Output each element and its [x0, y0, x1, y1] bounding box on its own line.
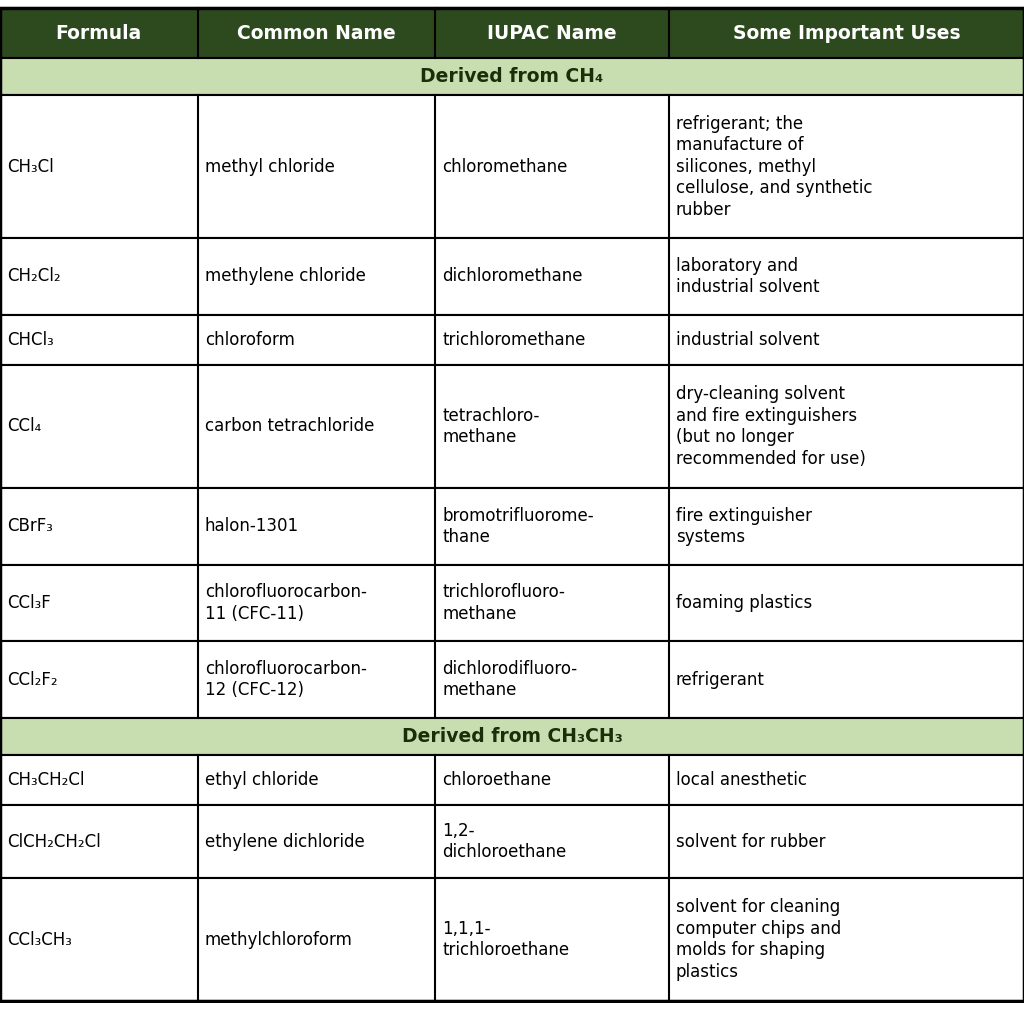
Text: ethylene dichloride: ethylene dichloride — [205, 832, 365, 851]
Bar — [0, 878, 1024, 1001]
Text: 1,1,1-
trichloroethane: 1,1,1- trichloroethane — [442, 920, 569, 960]
Bar — [0, 718, 1024, 755]
Text: solvent for cleaning
computer chips and
molds for shaping
plastics: solvent for cleaning computer chips and … — [676, 898, 841, 981]
Text: trichlorofluoro-
methane: trichlorofluoro- methane — [442, 583, 565, 623]
Text: bromotrifluorome-
thane: bromotrifluorome- thane — [442, 507, 594, 546]
Text: industrial solvent: industrial solvent — [676, 331, 819, 349]
Bar — [0, 238, 1024, 315]
Text: dichloromethane: dichloromethane — [442, 267, 583, 286]
Text: refrigerant: refrigerant — [676, 671, 765, 689]
Text: 1,2-
dichloroethane: 1,2- dichloroethane — [442, 822, 566, 862]
Text: laboratory and
industrial solvent: laboratory and industrial solvent — [676, 256, 819, 297]
Bar — [0, 755, 1024, 805]
Text: fire extinguisher
systems: fire extinguisher systems — [676, 507, 812, 546]
Text: IUPAC Name: IUPAC Name — [487, 23, 616, 42]
Text: methylchloroform: methylchloroform — [205, 930, 352, 948]
Text: ClCH₂CH₂Cl: ClCH₂CH₂Cl — [7, 832, 100, 851]
Text: tetrachloro-
methane: tetrachloro- methane — [442, 407, 540, 446]
Text: chloroethane: chloroethane — [442, 771, 551, 789]
Text: chlorofluorocarbon-
11 (CFC-11): chlorofluorocarbon- 11 (CFC-11) — [205, 583, 367, 623]
Text: Derived from CH₃CH₃: Derived from CH₃CH₃ — [401, 727, 623, 746]
Text: Common Name: Common Name — [237, 23, 396, 42]
Text: Some Important Uses: Some Important Uses — [732, 23, 961, 42]
Text: ethyl chloride: ethyl chloride — [205, 771, 318, 789]
Text: methylene chloride: methylene chloride — [205, 267, 366, 286]
Text: foaming plastics: foaming plastics — [676, 594, 812, 612]
Text: Derived from CH₄: Derived from CH₄ — [421, 68, 603, 86]
Text: CH₃Cl: CH₃Cl — [7, 157, 53, 176]
Bar — [0, 365, 1024, 488]
Text: carbon tetrachloride: carbon tetrachloride — [205, 418, 374, 436]
Text: solvent for rubber: solvent for rubber — [676, 832, 825, 851]
Text: dichlorodifluoro-
methane: dichlorodifluoro- methane — [442, 660, 578, 699]
Text: chlorofluorocarbon-
12 (CFC-12): chlorofluorocarbon- 12 (CFC-12) — [205, 660, 367, 699]
Text: halon-1301: halon-1301 — [205, 518, 299, 536]
Text: chloromethane: chloromethane — [442, 157, 567, 176]
Bar — [0, 488, 1024, 565]
Bar — [0, 565, 1024, 642]
Text: CH₂Cl₂: CH₂Cl₂ — [7, 267, 60, 286]
Bar — [0, 805, 1024, 878]
Bar — [0, 642, 1024, 718]
Text: CCl₃CH₃: CCl₃CH₃ — [7, 930, 72, 948]
Text: CCl₄: CCl₄ — [7, 418, 41, 436]
Bar — [0, 59, 1024, 95]
Text: refrigerant; the
manufacture of
silicones, methyl
cellulose, and synthetic
rubbe: refrigerant; the manufacture of silicone… — [676, 115, 872, 219]
Text: CCl₃F: CCl₃F — [7, 594, 51, 612]
Text: dry-cleaning solvent
and fire extinguishers
(but no longer
recommended for use): dry-cleaning solvent and fire extinguish… — [676, 385, 865, 468]
Text: chloroform: chloroform — [205, 331, 295, 349]
Text: CHCl₃: CHCl₃ — [7, 331, 53, 349]
Bar — [0, 95, 1024, 238]
Text: methyl chloride: methyl chloride — [205, 157, 335, 176]
Text: local anesthetic: local anesthetic — [676, 771, 807, 789]
Text: Formula: Formula — [55, 23, 142, 42]
Text: CBrF₃: CBrF₃ — [7, 518, 53, 536]
Text: CH₃CH₂Cl: CH₃CH₂Cl — [7, 771, 85, 789]
Text: trichloromethane: trichloromethane — [442, 331, 586, 349]
Bar — [0, 315, 1024, 365]
Bar — [0, 8, 1024, 59]
Text: CCl₂F₂: CCl₂F₂ — [7, 671, 57, 689]
